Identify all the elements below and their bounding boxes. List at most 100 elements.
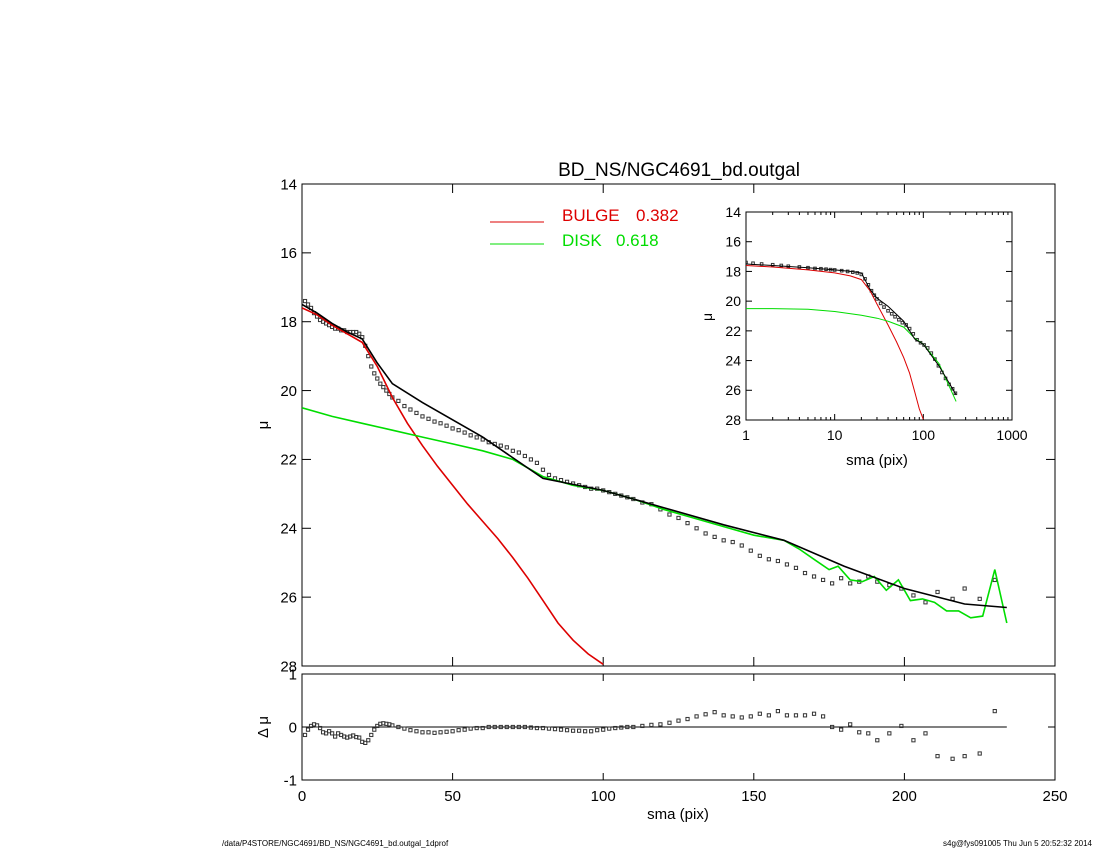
- x-tick-label: 100: [912, 427, 936, 443]
- data-point: [381, 385, 386, 390]
- data-point: [953, 391, 958, 396]
- data-point: [450, 729, 455, 734]
- data-point: [712, 710, 717, 715]
- data-point: [802, 713, 808, 718]
- residual-data: [302, 709, 1007, 761]
- data-point: [887, 731, 892, 736]
- legend-disk-label: DISK: [562, 231, 602, 250]
- y-tick-label: 0: [289, 719, 297, 736]
- data-point: [564, 728, 570, 733]
- data-point: [685, 716, 690, 722]
- x-tick-label: 1000: [996, 427, 1027, 443]
- data-point: [703, 712, 708, 717]
- data-point: [882, 305, 886, 309]
- data-point: [900, 320, 905, 325]
- data-point: [486, 724, 491, 730]
- data-point: [977, 596, 982, 601]
- data-point: [468, 726, 473, 731]
- data-point: [811, 574, 817, 579]
- y-tick-label: 22: [280, 452, 297, 469]
- y-tick-label: 22: [725, 323, 741, 339]
- y-tick-label: 16: [725, 234, 741, 250]
- data-point: [889, 311, 894, 316]
- main-plot-frame: [301, 183, 1056, 667]
- data-point: [474, 725, 479, 731]
- data-point: [739, 543, 744, 548]
- data-point: [438, 730, 443, 735]
- data-point: [504, 724, 509, 730]
- data-point: [730, 539, 735, 545]
- data-point: [510, 724, 515, 730]
- data-point: [438, 421, 443, 426]
- data-point: [462, 430, 467, 435]
- data-point: [775, 558, 780, 564]
- data-point: [302, 298, 308, 304]
- data-point: [878, 301, 883, 306]
- data-point: [420, 414, 425, 419]
- y-tick-label: 24: [280, 521, 297, 538]
- data-point: [839, 727, 844, 732]
- plot-area: [302, 709, 997, 761]
- data-point: [601, 727, 606, 732]
- data-point: [830, 724, 835, 730]
- data-point: [802, 570, 808, 576]
- data-point: [402, 403, 407, 409]
- data-point: [757, 711, 762, 716]
- data-point: [631, 724, 636, 730]
- data-point: [897, 317, 901, 322]
- data-point: [450, 426, 455, 431]
- data-point: [613, 725, 618, 731]
- data-point: [546, 472, 552, 478]
- x-tick-label: 150: [741, 788, 766, 805]
- data-point: [302, 732, 308, 738]
- data-point: [432, 730, 437, 735]
- data-point: [552, 727, 558, 732]
- data-point: [390, 723, 395, 728]
- data-point: [323, 731, 329, 736]
- data-point: [333, 734, 338, 739]
- data-point: [820, 577, 826, 583]
- data-point: [911, 738, 916, 743]
- data-point: [950, 756, 955, 761]
- data-point: [444, 423, 449, 428]
- data-point: [676, 718, 681, 723]
- data-point: [583, 729, 588, 734]
- bulge-line: [302, 307, 604, 665]
- data-point: [492, 724, 497, 730]
- inset-x-axis-label: sma (pix): [846, 452, 908, 469]
- data-point: [396, 724, 401, 730]
- data-point: [414, 729, 419, 734]
- data-point: [830, 581, 835, 586]
- y-tick-label: 26: [280, 589, 297, 606]
- data-point: [667, 720, 672, 725]
- footer-timestamp: s4g@fys091005 Thu Jun 5 20:52:32 2014: [943, 839, 1092, 848]
- data-point: [770, 262, 775, 267]
- data-point: [498, 443, 503, 448]
- data-point: [402, 726, 407, 731]
- data-point: [694, 714, 699, 719]
- data-point: [522, 453, 527, 459]
- y-tick-label: 18: [280, 314, 297, 331]
- data-point: [820, 714, 826, 719]
- data-point: [369, 364, 374, 369]
- x-tick-label: 10: [827, 427, 843, 443]
- y-tick-label: 20: [280, 383, 297, 400]
- data-point: [540, 467, 546, 472]
- data-point: [694, 526, 699, 531]
- inset-data: [746, 260, 958, 420]
- x-tick-label: 0: [298, 788, 306, 805]
- data-point: [950, 387, 955, 391]
- data-point: [922, 343, 926, 347]
- data-point: [462, 727, 467, 732]
- data-point: [748, 548, 753, 553]
- residual-axes: 0 50 100 150 200 250-101: [284, 666, 1068, 805]
- data-point: [534, 460, 540, 465]
- legend-disk-value: 0.618: [616, 231, 659, 250]
- data-point: [357, 735, 362, 740]
- x-tick-label: 200: [892, 788, 917, 805]
- legend-bulge-value: 0.382: [636, 206, 679, 225]
- data-point: [893, 314, 897, 319]
- data-point: [540, 725, 546, 731]
- plot-area: [746, 260, 958, 420]
